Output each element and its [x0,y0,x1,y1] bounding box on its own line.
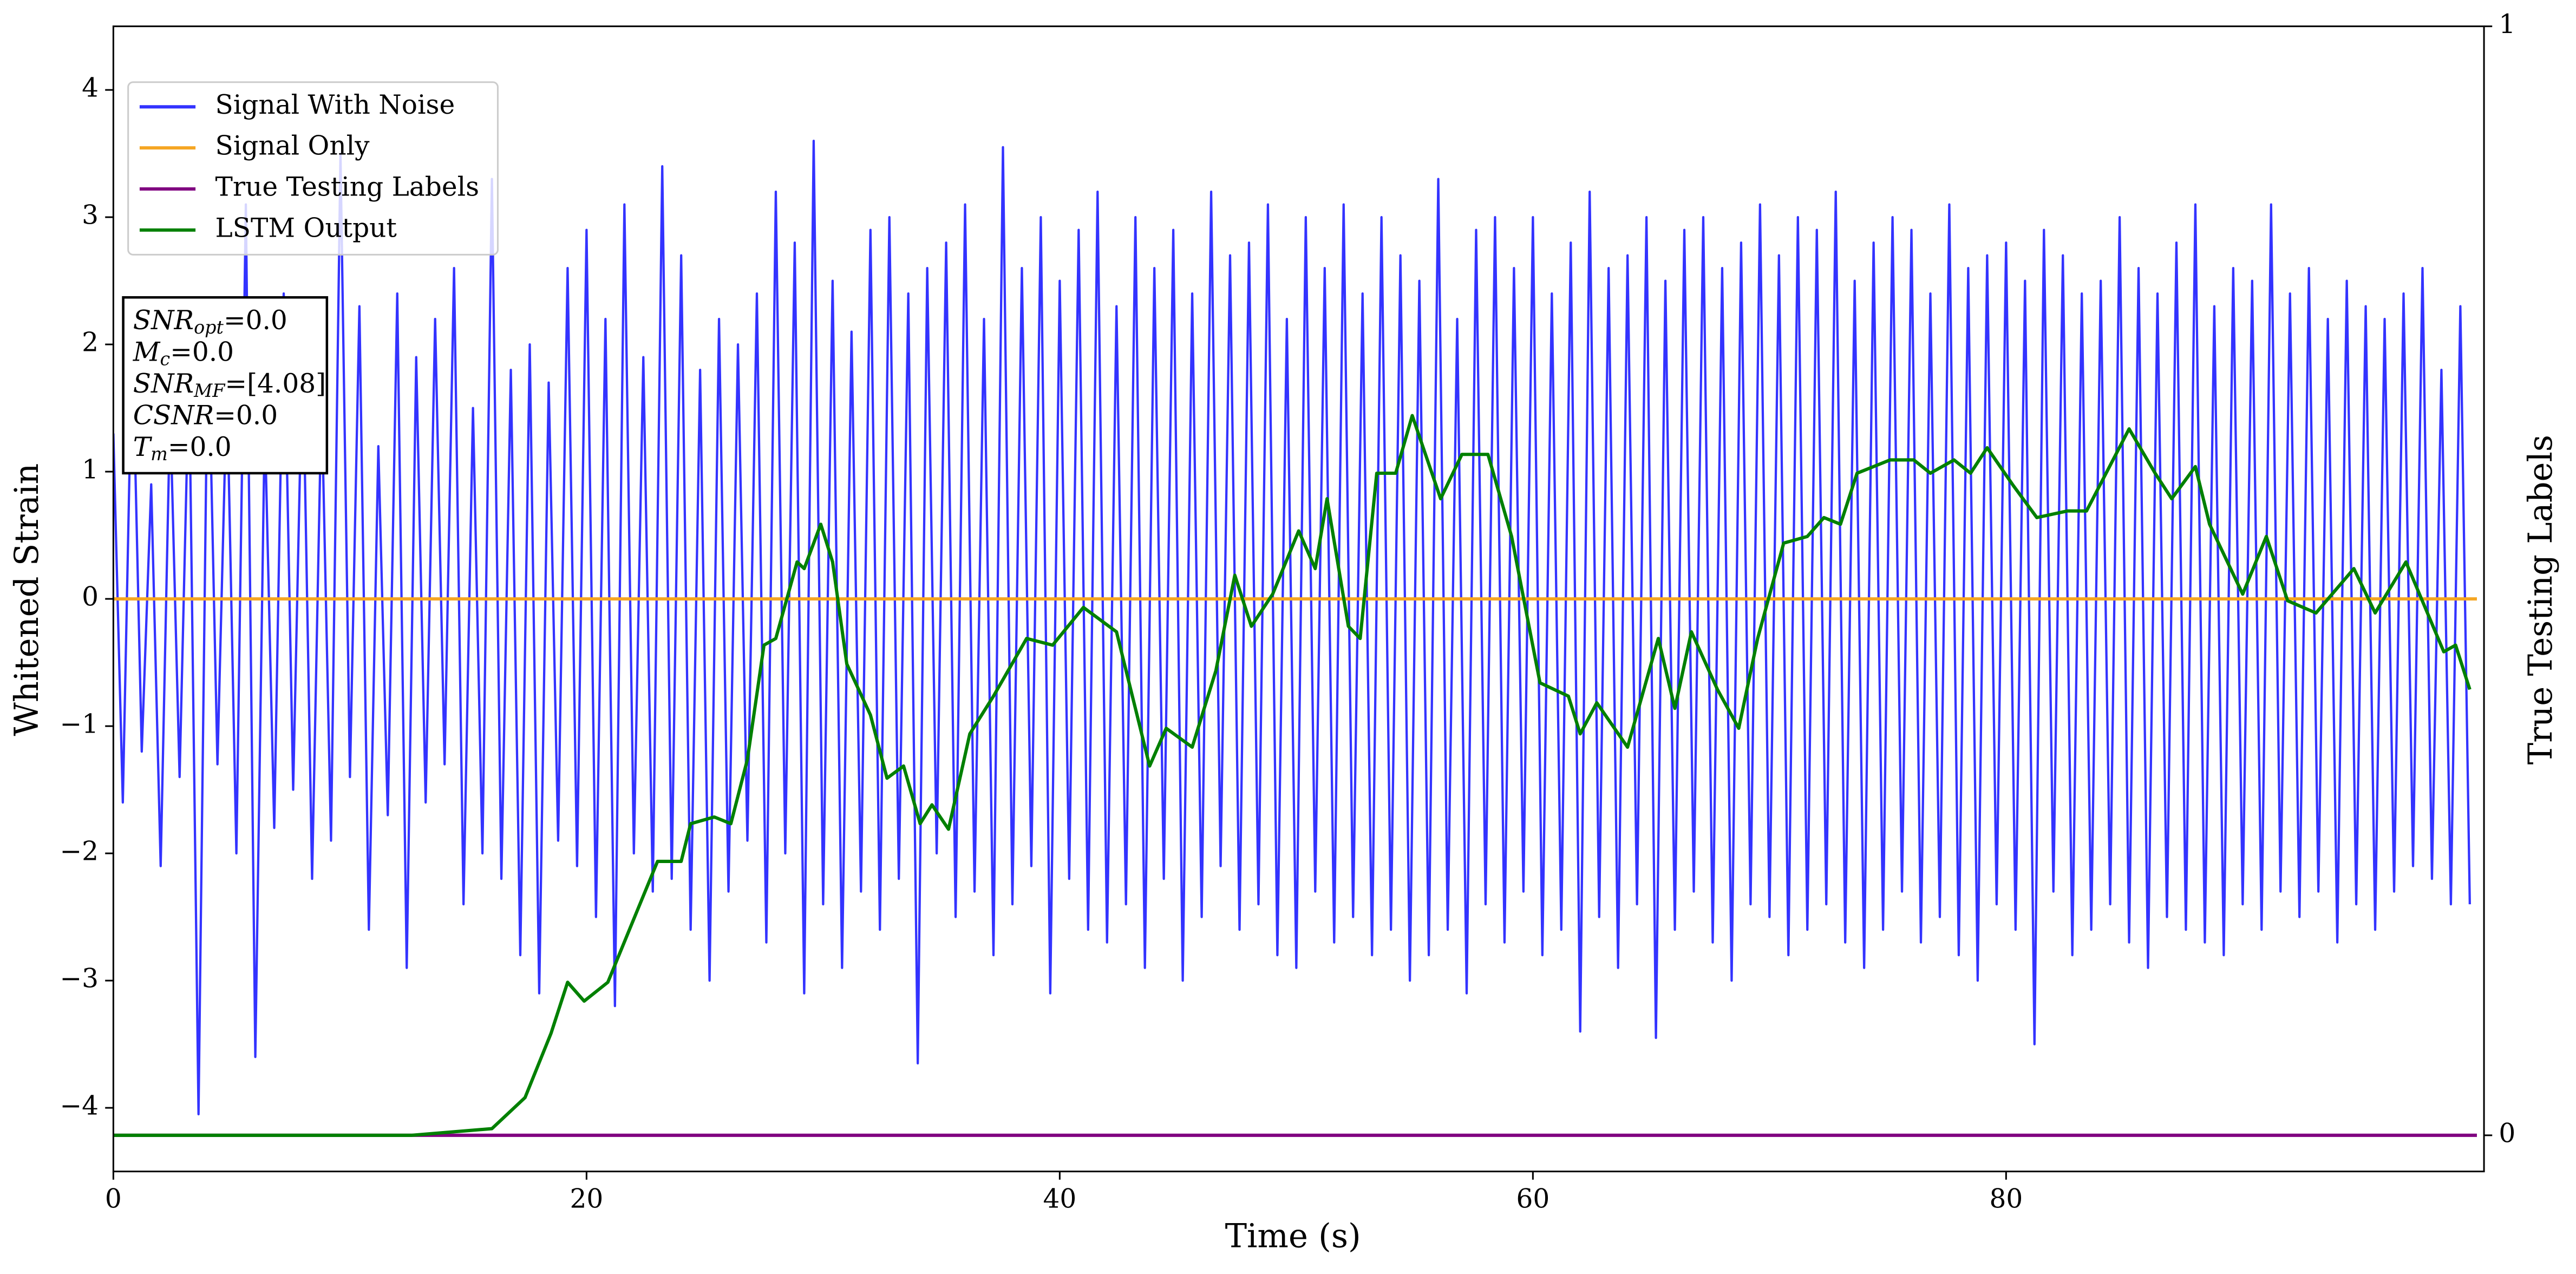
annotation-value: =0.0 [224,305,287,335]
annotation-line: SNRMF=[4.08] [133,368,326,401]
annotation-line: Tm=0.0 [133,432,232,465]
legend-label: LSTM Output [215,213,397,243]
series-line [113,139,2471,1115]
y-tick-label: 2 [82,328,99,358]
legend-label: Signal With Noise [215,90,455,120]
annotation-symbol: M [133,337,161,367]
y-tick-label: 1 [82,455,99,485]
annotation-subscript: MF [193,380,226,401]
y2-axis-label: True Testing Labels [2522,435,2560,765]
y-tick-label: −3 [60,964,99,994]
y2-tick-label: 1 [2499,9,2515,40]
legend-label: Signal Only [215,131,370,161]
x-tick-label: 60 [1516,1184,1549,1214]
x-tick-label: 40 [1043,1184,1076,1214]
y-tick-label: 3 [82,200,99,231]
annotation-value: =0.0 [214,400,278,430]
x-tick-label: 80 [1989,1184,2023,1214]
y-tick-label: 0 [82,582,99,612]
annotation-subscript: opt [194,317,224,338]
annotation-subscript: m [151,443,168,465]
annotation-line: SNRopt=0.0 [133,305,287,338]
legend-label: True Testing Labels [215,172,480,202]
y-tick-label: −4 [60,1091,99,1121]
annotation-subscript: c [160,349,171,370]
legend-box [127,81,499,256]
legend: Signal With Noise Signal Only True Testing… [127,81,499,256]
annotation-value: =0.0 [170,337,234,367]
annotation-value: =[4.08] [225,368,326,398]
annotation-symbol: T [133,432,153,462]
annotation-line: CSNR=0.0 [133,400,278,430]
annotation-symbol: SNR [133,368,194,398]
x-tick-label: 20 [570,1184,603,1214]
annotation-symbol: SNR [133,305,194,335]
annotation-line: Mc=0.0 [133,337,234,370]
annotation: SNRopt=0.0Mc=0.0SNRMF=[4.08]CSNR=0.0Tm=0… [122,296,329,475]
plot-area [113,139,2477,1137]
annotation-symbol: CSNR [133,400,214,430]
x-axis-label: Time (s) [1225,1218,1361,1256]
y-axis-label: Whitened Strain [8,463,46,736]
y-tick-label: −2 [60,837,99,867]
annotation-value: =0.0 [168,432,232,462]
series-line [113,414,2472,1137]
x-tick-label: 0 [105,1184,122,1214]
annotation-box [122,296,329,475]
y-tick-label: −1 [60,709,99,740]
y2-tick-label: 0 [2499,1118,2515,1148]
y-tick-label: 4 [82,73,99,103]
